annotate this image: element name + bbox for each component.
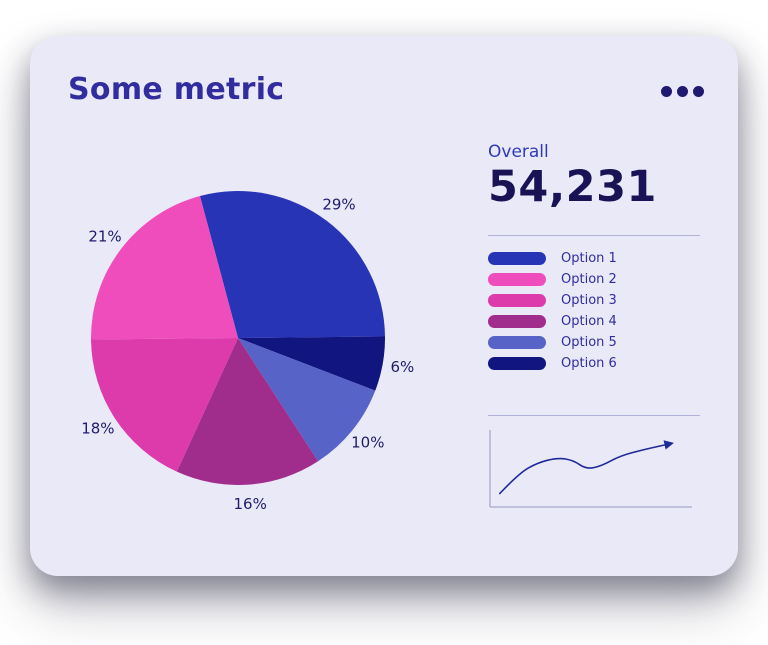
- pie-slice-label: 16%: [234, 495, 267, 513]
- ellipsis-icon: [677, 86, 688, 97]
- legend-item: Option 4: [488, 314, 700, 329]
- pie-slice-label: 18%: [81, 420, 114, 438]
- legend-swatch: [488, 335, 546, 349]
- overall-label: Overall: [488, 142, 549, 162]
- sparkline-path: [499, 439, 674, 494]
- divider: [488, 234, 700, 236]
- legend: Option 1 Option 2 Option 3 Option 4 Option 5…: [488, 251, 700, 371]
- pie-slice-option-3: [91, 338, 238, 472]
- ellipsis-icon: [661, 86, 672, 97]
- legend-label: Option 2: [561, 271, 617, 287]
- overall-value: 54,231: [488, 162, 657, 213]
- legend-label: Option 6: [561, 355, 617, 371]
- pie-slice-option-4: [176, 338, 319, 485]
- trend-sparkline: [489, 429, 692, 508]
- more-options-button[interactable]: [657, 82, 708, 101]
- legend-item: Option 2: [488, 272, 700, 287]
- legend-label: Option 5: [561, 334, 617, 350]
- legend-swatch: [488, 293, 546, 307]
- pie-slice-option-1: [199, 191, 385, 338]
- legend-item: Option 6: [488, 356, 700, 371]
- legend-item: Option 1: [488, 251, 700, 266]
- pie-slice-label: 10%: [351, 434, 384, 452]
- divider: [488, 414, 700, 416]
- legend-label: Option 3: [561, 292, 617, 308]
- legend-item: Option 5: [488, 335, 700, 350]
- legend-swatch: [488, 251, 546, 265]
- pie-slice-label: 21%: [88, 228, 121, 246]
- pie-slice-option-2: [91, 196, 239, 340]
- legend-label: Option 1: [561, 250, 617, 266]
- legend-item: Option 3: [488, 293, 700, 308]
- legend-label: Option 4: [561, 313, 617, 329]
- legend-swatch: [488, 356, 546, 370]
- pie-chart: 29% 6% 10% 16% 18% 21%: [81, 191, 415, 513]
- legend-swatch: [488, 314, 546, 328]
- pie-slice-label: 6%: [391, 358, 415, 376]
- card-title: Some metric: [68, 72, 285, 107]
- legend-swatch: [488, 272, 546, 286]
- pie-slice-option-5: [238, 338, 376, 462]
- metric-card: Some metric 29% 6% 10% 16% 18% 21% Overall 54…: [30, 36, 738, 576]
- ellipsis-icon: [693, 86, 704, 97]
- pie-slice-label: 29%: [322, 196, 355, 214]
- pie-slice-option-6: [238, 336, 385, 391]
